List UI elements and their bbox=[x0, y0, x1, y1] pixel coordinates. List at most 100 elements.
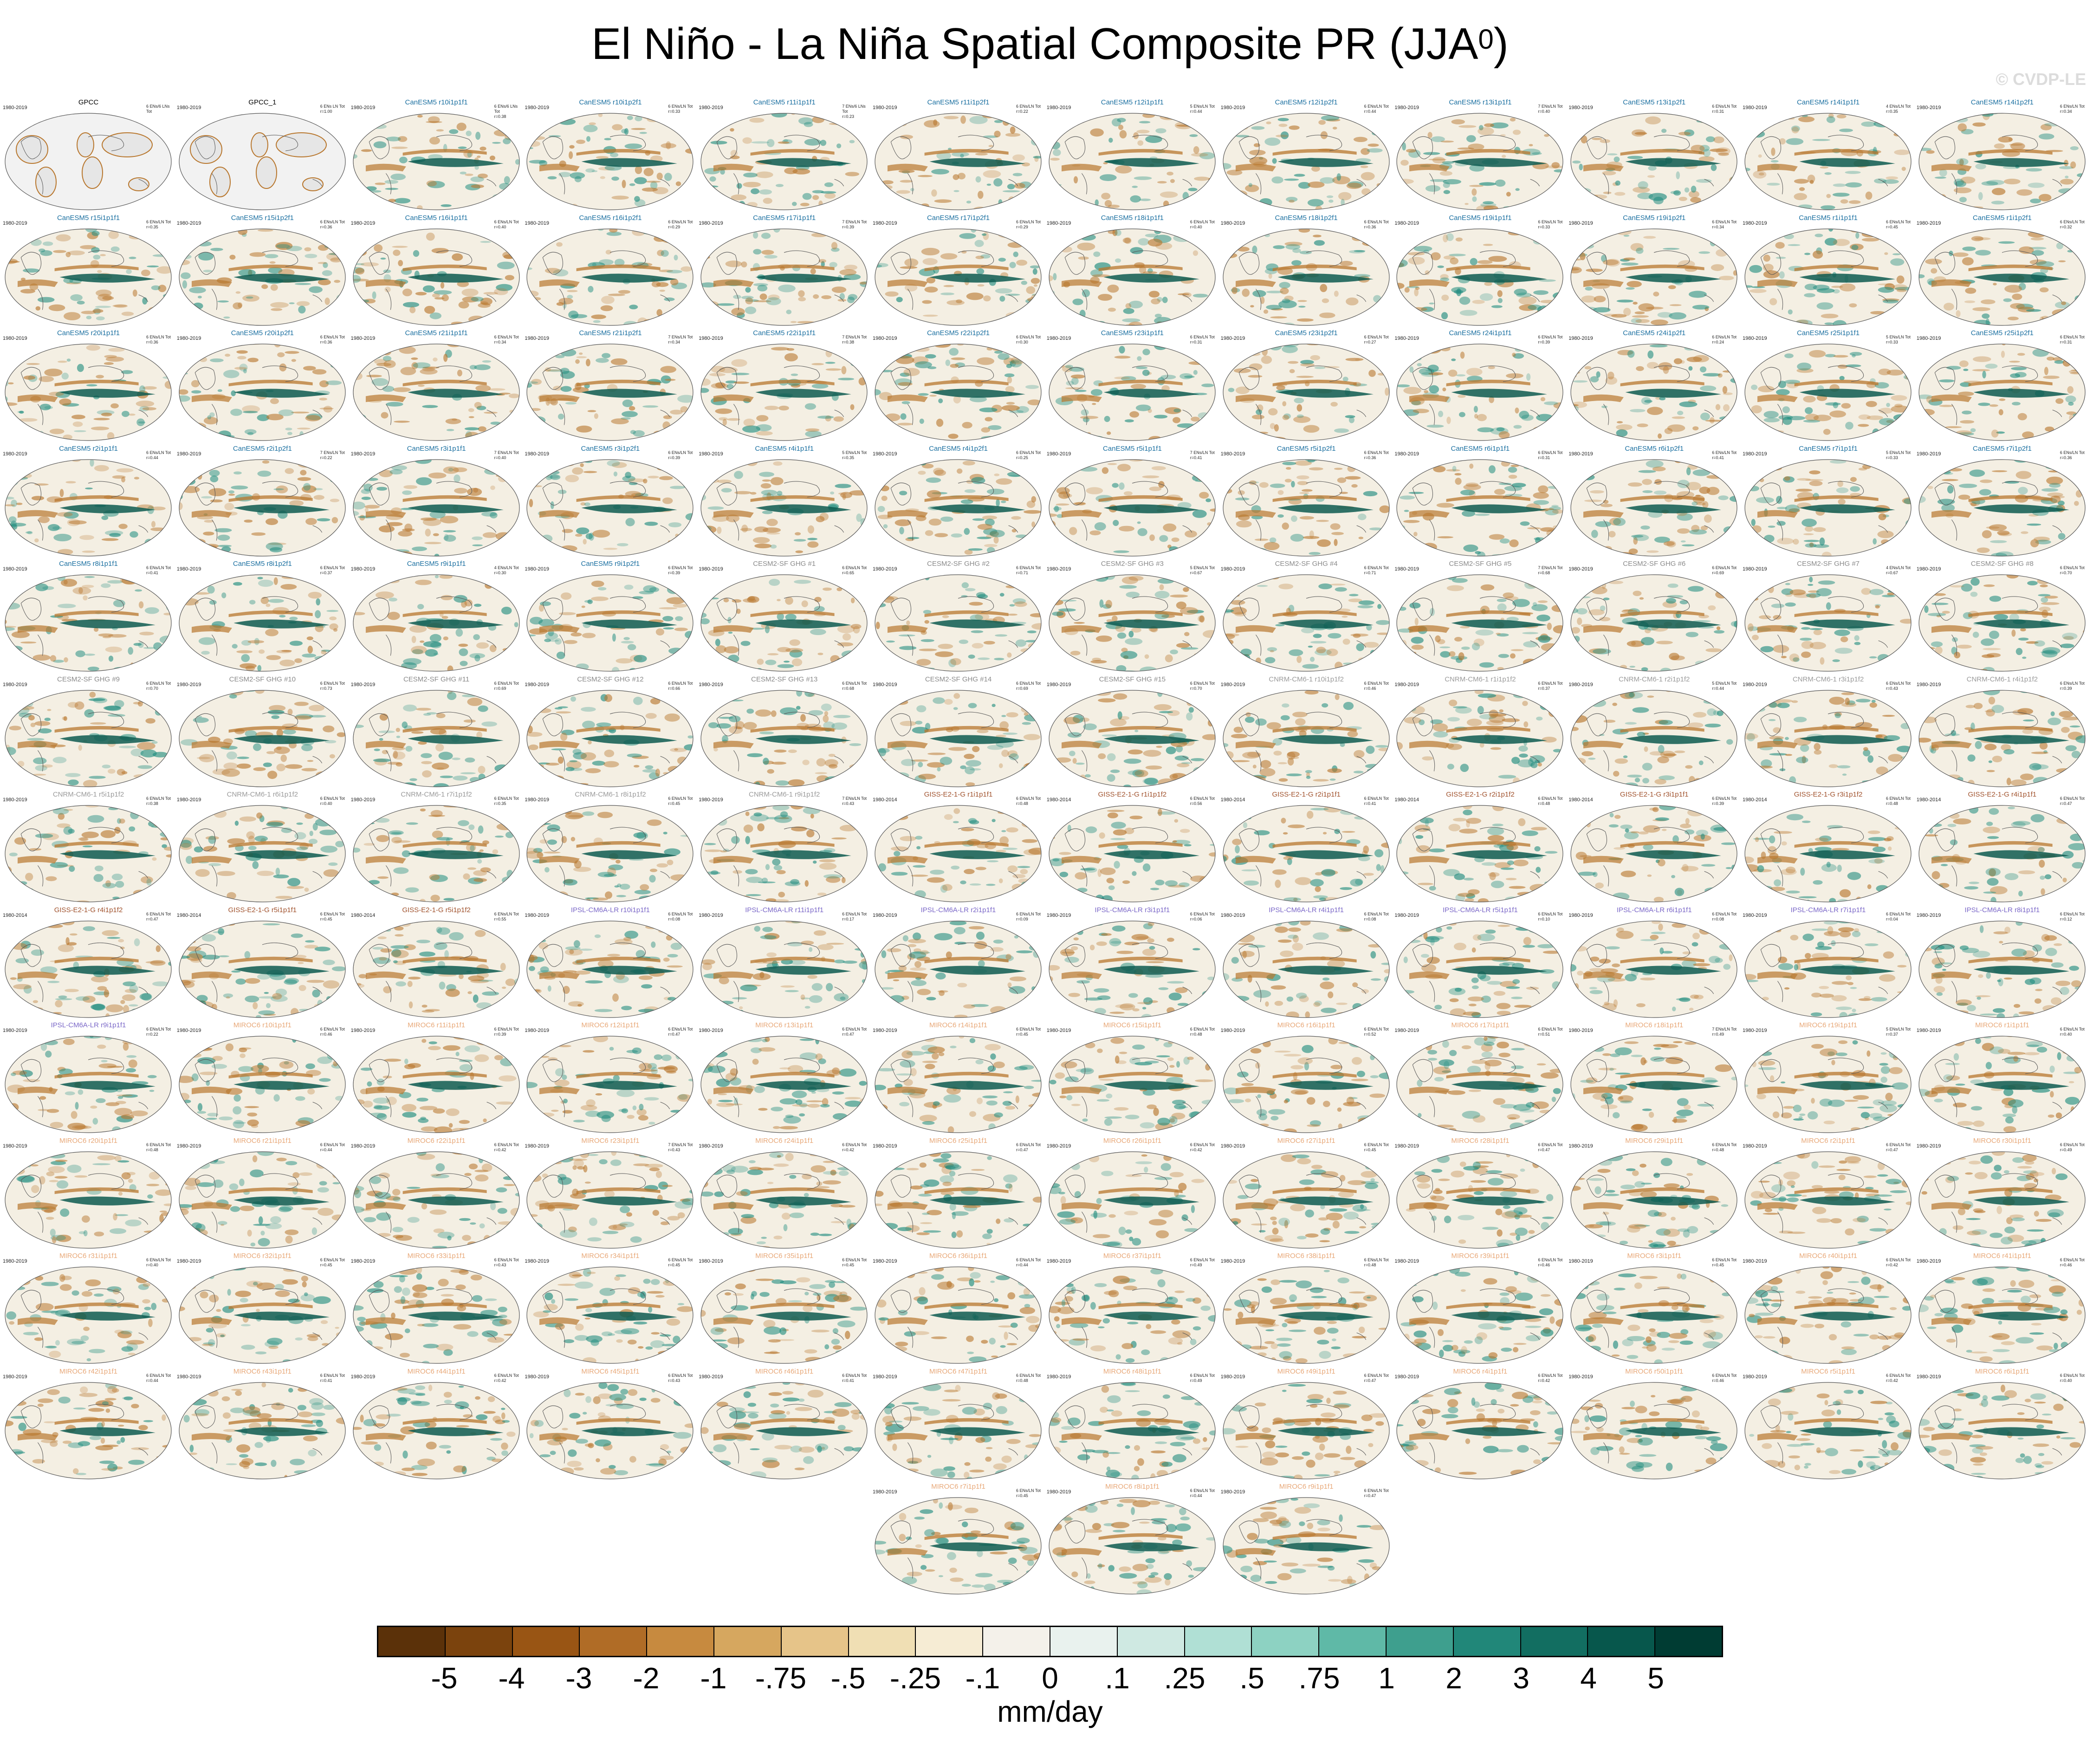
anomaly-blob bbox=[208, 488, 227, 496]
anomaly-blob bbox=[1603, 597, 1610, 601]
anomaly-blob bbox=[340, 469, 345, 475]
panel-title: CESM2-SF GHG #6 bbox=[1623, 560, 1686, 568]
anomaly-blob bbox=[1193, 250, 1198, 256]
anomaly-blob bbox=[1754, 466, 1772, 470]
anomaly-blob bbox=[430, 642, 441, 649]
anomaly-blob bbox=[805, 430, 822, 437]
panel-counts: 6 ENs/LN Tot r=0.34 bbox=[494, 335, 522, 345]
anomaly-blob bbox=[1176, 601, 1186, 610]
anomaly-blob bbox=[1986, 526, 2000, 529]
anomaly-blob bbox=[742, 459, 758, 463]
anomaly-blob bbox=[5, 655, 16, 659]
anomaly-blob bbox=[1012, 154, 1025, 162]
anomaly-blob bbox=[1645, 628, 1651, 634]
anomaly-blob bbox=[1833, 355, 1848, 358]
anomaly-blob bbox=[1089, 552, 1095, 555]
anomaly-blob bbox=[26, 531, 32, 534]
anomaly-blob bbox=[765, 660, 777, 665]
anomaly-blob bbox=[571, 314, 588, 318]
anomaly-blob bbox=[667, 269, 683, 273]
anomaly-blob bbox=[1977, 547, 1990, 553]
panel-title: CanESM5 r5i1p2f1 bbox=[1277, 444, 1336, 453]
anomaly-blob bbox=[1638, 470, 1656, 473]
anomaly-blob bbox=[1718, 495, 1729, 500]
anomaly-blob bbox=[376, 486, 387, 491]
anomaly-blob bbox=[564, 640, 578, 644]
map-6 bbox=[1049, 113, 1216, 210]
anomaly-blob bbox=[2041, 597, 2048, 603]
anomaly-blob bbox=[1206, 426, 1212, 429]
anomaly-blob bbox=[760, 483, 771, 488]
anomaly-blob bbox=[1007, 471, 1024, 477]
anomaly-blob bbox=[2055, 301, 2070, 308]
anomaly-blob bbox=[1839, 129, 1853, 132]
anomaly-blob bbox=[1135, 366, 1147, 370]
anomaly-blob bbox=[994, 473, 1000, 476]
map-panel: CanESM5 r5i1p2f1 1980-2019 6 ENs/LN Tot r=0… bbox=[1220, 444, 1393, 559]
anomaly-blob bbox=[857, 414, 868, 422]
anomaly-blob bbox=[881, 206, 893, 209]
anomaly-blob bbox=[1432, 554, 1439, 556]
anomaly-blob bbox=[1069, 367, 1084, 372]
anomaly-blob bbox=[1223, 324, 1231, 325]
anomaly-blob bbox=[424, 305, 435, 314]
anomaly-blob bbox=[1058, 491, 1070, 499]
anomaly-blob bbox=[719, 319, 732, 325]
anomaly-blob bbox=[897, 422, 913, 426]
anomaly-blob bbox=[1802, 518, 1817, 527]
dry-anomaly-band bbox=[1794, 495, 1879, 502]
anomaly-blob bbox=[1797, 478, 1811, 480]
anomaly-blob bbox=[2067, 424, 2076, 430]
coastline bbox=[1413, 250, 1540, 310]
map-panel: CanESM5 r17i1p2f1 1980-2019 6 ENs/LN Tot r=… bbox=[872, 213, 1045, 328]
anomaly-blob bbox=[964, 527, 970, 535]
anomaly-blob bbox=[2048, 435, 2063, 441]
anomaly-blob bbox=[1768, 525, 1776, 528]
panel-period: 1980-2019 bbox=[176, 451, 201, 457]
panel-count-line: r=0.40 bbox=[1190, 224, 1202, 229]
anomaly-blob bbox=[1108, 230, 1115, 234]
anomaly-blob bbox=[209, 358, 224, 363]
anomaly-blob bbox=[1936, 349, 1952, 354]
panel-counts: 6 ENs/LN Tot r=0.36 bbox=[320, 220, 348, 230]
map-panel: CESM2-SF GHG #5 1980-2019 7 ENs/LN Tot r=0.… bbox=[1394, 559, 1567, 674]
anomaly-blob bbox=[253, 767, 266, 771]
anomaly-blob bbox=[558, 118, 576, 125]
anomaly-blob bbox=[448, 129, 458, 134]
anomaly-blob bbox=[959, 233, 976, 239]
anomaly-blob bbox=[1756, 576, 1761, 584]
anomaly-blob bbox=[1052, 149, 1061, 156]
map-border bbox=[5, 459, 172, 557]
anomaly-blob bbox=[1749, 288, 1767, 293]
dry-anomaly-band bbox=[54, 610, 139, 617]
map-49 bbox=[179, 574, 346, 672]
anomaly-blob bbox=[482, 532, 497, 538]
anomaly-blob bbox=[402, 288, 412, 296]
anomaly-blob bbox=[1157, 297, 1162, 302]
map-50 bbox=[352, 574, 520, 672]
anomaly-blob bbox=[1058, 240, 1069, 244]
anomaly-blob bbox=[1746, 193, 1754, 197]
anomaly-blob bbox=[972, 643, 984, 649]
anomaly-blob bbox=[741, 261, 747, 267]
anomaly-blob bbox=[543, 428, 559, 432]
anomaly-blob bbox=[860, 228, 868, 230]
dry-anomaly-band bbox=[1794, 149, 1879, 156]
anomaly-blob bbox=[507, 424, 518, 432]
anomaly-blob bbox=[1825, 402, 1841, 406]
anomaly-blob bbox=[661, 143, 677, 149]
anomaly-blob bbox=[2035, 539, 2051, 545]
dry-anomaly-band bbox=[17, 740, 58, 748]
dry-anomaly-band bbox=[191, 510, 232, 518]
coastline bbox=[1760, 250, 1888, 310]
anomaly-blob bbox=[402, 490, 412, 495]
anomaly-blob bbox=[923, 610, 932, 614]
anomaly-blob bbox=[621, 129, 628, 134]
anomaly-blob bbox=[1946, 366, 1961, 370]
anomaly-blob bbox=[1461, 646, 1470, 650]
anomaly-blob bbox=[1442, 387, 1446, 392]
coastline bbox=[890, 481, 1018, 541]
anomaly-blob bbox=[378, 525, 395, 532]
panel-counts: 6 ENs/LN Tot r=0.65 bbox=[842, 565, 870, 576]
anomaly-blob bbox=[1397, 346, 1399, 349]
